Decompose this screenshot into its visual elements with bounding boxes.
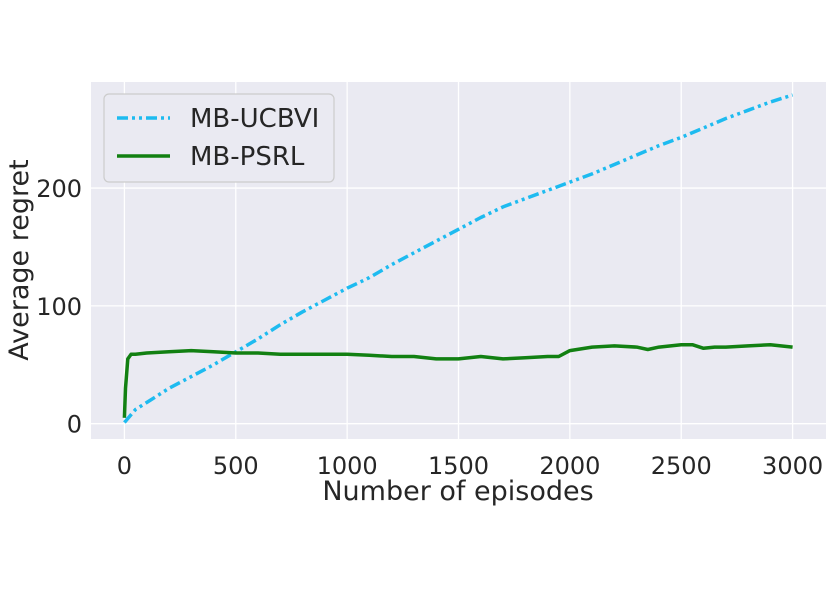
y-axis-label: Average regret (4, 159, 35, 360)
legend-label-mb-ucbvi: MB-UCBVI (190, 104, 319, 134)
grid (91, 82, 826, 439)
legend-box (103, 93, 335, 183)
legend: MB-UCBVI MB-PSRL (103, 93, 335, 183)
legend-label-mb-psrl: MB-PSRL (190, 142, 305, 172)
x-tick-label: 0 (117, 452, 132, 480)
x-tick-label: 2000 (539, 452, 600, 480)
y-tick-label: 0 (67, 411, 82, 439)
x-tick-label: 2500 (651, 452, 712, 480)
series-line-mb-psrl (122, 342, 793, 418)
y-tick-label: 200 (36, 175, 82, 203)
x-tick-label: 1000 (317, 452, 378, 480)
y-tick-label: 100 (36, 293, 82, 321)
x-tick-label: 1500 (428, 452, 489, 480)
tick-labels: 0 500 1000 1500 2000 2500 3000 0 100 200 (36, 175, 823, 480)
x-tick-label: 3000 (762, 452, 823, 480)
series-layer (122, 93, 794, 424)
series-line-mb-ucbvi (123, 93, 794, 424)
x-axis-label: Number of episodes (322, 476, 593, 507)
x-tick-label: 500 (213, 452, 259, 480)
